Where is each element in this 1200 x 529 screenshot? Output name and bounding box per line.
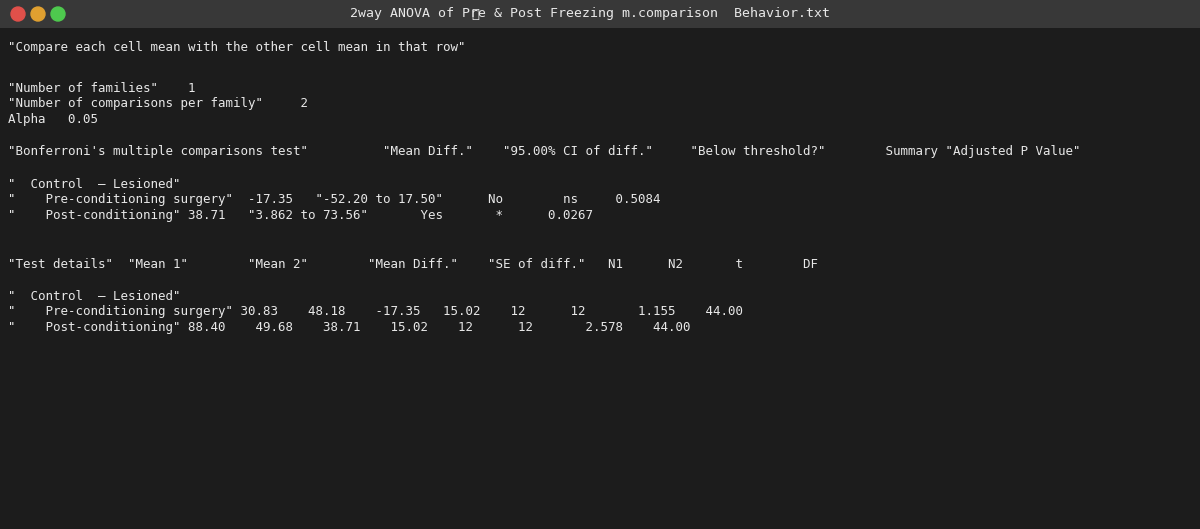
Text: "    Post-conditioning" 38.71   "3.862 to 73.56"       Yes       *      0.0267: " Post-conditioning" 38.71 "3.862 to 73.…: [8, 209, 593, 223]
Text: "Compare each cell mean with the other cell mean in that row": "Compare each cell mean with the other c…: [8, 41, 466, 53]
Text: "Number of families"    1: "Number of families" 1: [8, 81, 196, 95]
Text: 2way ANOVA of Pre & Post Freezing m.comparison  Behavior.txt: 2way ANOVA of Pre & Post Freezing m.comp…: [350, 7, 830, 21]
Text: "    Pre-conditioning surgery"  -17.35   "-52.20 to 17.50"      No        ns    : " Pre-conditioning surgery" -17.35 "-52.…: [8, 194, 660, 206]
Circle shape: [50, 7, 65, 21]
Text: "Test details"  "Mean 1"        "Mean 2"        "Mean Diff."    "SE of diff."   : "Test details" "Mean 1" "Mean 2" "Mean D…: [8, 258, 818, 270]
Text: "Number of comparisons per family"     2: "Number of comparisons per family" 2: [8, 97, 308, 111]
Text: Alpha   0.05: Alpha 0.05: [8, 114, 98, 126]
Bar: [0, 0, 1200, 28]
Text: "    Pre-conditioning surgery" 30.83    48.18    -17.35   15.02    12      12   : " Pre-conditioning surgery" 30.83 48.18 …: [8, 306, 743, 318]
Text: 📄: 📄: [470, 7, 479, 21]
Circle shape: [11, 7, 25, 21]
Text: "    Post-conditioning" 88.40    49.68    38.71    15.02    12      12       2.5: " Post-conditioning" 88.40 49.68 38.71 1…: [8, 322, 690, 334]
Text: "  Control  – Lesioned": " Control – Lesioned": [8, 289, 180, 303]
Circle shape: [31, 7, 46, 21]
Text: "  Control  – Lesioned": " Control – Lesioned": [8, 178, 180, 190]
Text: "Bonferroni's multiple comparisons test"          "Mean Diff."    "95.00% CI of : "Bonferroni's multiple comparisons test"…: [8, 145, 1080, 159]
